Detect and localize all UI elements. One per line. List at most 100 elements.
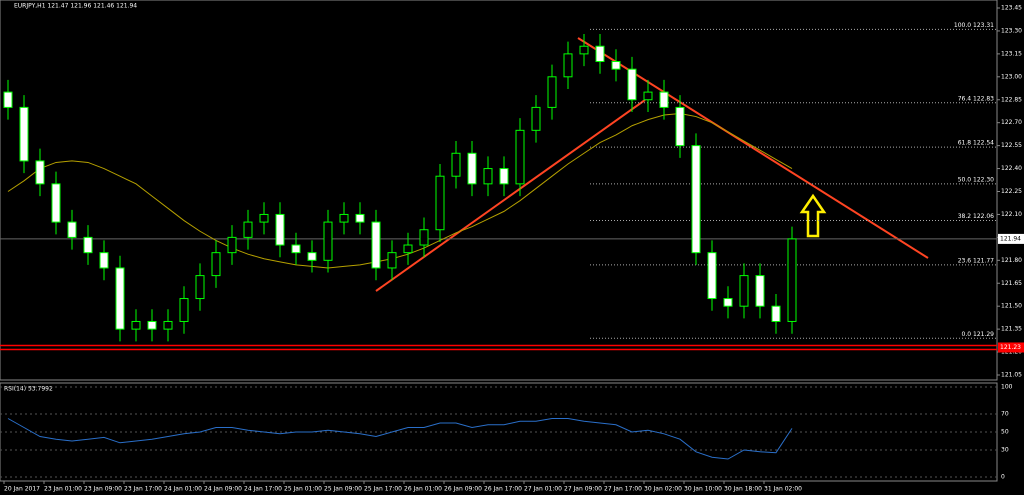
candle-body (51, 183, 61, 223)
candle-body (467, 152, 477, 185)
y-tick-label: 122.40 (1001, 165, 1022, 172)
fib-label: 50.0 122.30 (958, 176, 994, 183)
candle-body (291, 244, 301, 254)
fib-label: 61.8 122.54 (958, 140, 994, 147)
candle-body (675, 106, 685, 147)
candle-body (195, 275, 205, 300)
fib-label: 100.0 123.31 (954, 22, 994, 29)
candle-body (67, 221, 77, 238)
x-tick-label: 24 Jan 01:00 (164, 486, 202, 493)
y-tick-label: 123.00 (1001, 73, 1022, 80)
support-label: 121.23 (1000, 344, 1021, 351)
rsi-tick-label: 0 (1001, 474, 1005, 481)
support-box (998, 342, 1024, 353)
x-tick-label: 24 Jan 17:00 (244, 486, 282, 493)
x-tick-label: 23 Jan 01:00 (44, 486, 82, 493)
candle-body (259, 213, 269, 223)
rsi-panel (0, 382, 998, 482)
x-tick-label: 27 Jan 09:00 (564, 486, 602, 493)
fib-label: 0.0 121.29 (962, 331, 995, 338)
current-price-label: 121.94 (1000, 235, 1021, 242)
candle-body (579, 45, 589, 55)
candle-body (771, 305, 781, 322)
rsi-tick-label: 100 (1001, 384, 1013, 391)
x-tick-label: 23 Jan 09:00 (84, 486, 122, 493)
y-tick-label: 123.15 (1001, 50, 1022, 57)
y-tick-label: 122.10 (1001, 211, 1022, 218)
candle-body (19, 106, 29, 162)
candle-body (243, 221, 253, 238)
candle-body (595, 45, 605, 63)
candle-body (307, 252, 317, 261)
candle-body (547, 76, 557, 108)
main-panel (0, 0, 998, 381)
arrow (799, 193, 827, 238)
x-tick-label: 25 Jan 17:00 (364, 486, 402, 493)
x-tick-label: 20 Jan 2017 (4, 486, 40, 493)
candle-body (275, 213, 285, 246)
candle-body (531, 106, 541, 131)
x-tick-label: 30 Jan 10:00 (684, 486, 722, 493)
x-tick-label: 26 Jan 01:00 (404, 486, 442, 493)
y-tick-label: 122.25 (1001, 188, 1022, 195)
x-tick-label: 30 Jan 18:00 (724, 486, 762, 493)
x-tick-label: 27 Jan 01:00 (524, 486, 562, 493)
candle-body (371, 221, 381, 269)
candle-body (99, 252, 109, 269)
x-tick-label: 26 Jan 09:00 (444, 486, 482, 493)
candle-body (739, 275, 749, 307)
moving-average (7, 113, 793, 269)
fib-label: 76.4 122.83 (958, 95, 994, 102)
candle-body (643, 91, 653, 101)
candle-body (35, 160, 45, 185)
candle-body (787, 238, 797, 322)
candle-body (563, 53, 573, 78)
trend-line (375, 99, 646, 292)
chart-title: EURJPY,H1 121.47 121.96 121.46 121.94 (14, 3, 137, 10)
candle-body (627, 68, 637, 101)
x-tick-label: 24 Jan 09:00 (204, 486, 242, 493)
candle-body (179, 298, 189, 322)
candle-body (659, 91, 669, 108)
candle-body (755, 275, 765, 307)
x-tick-label: 26 Jan 17:00 (484, 486, 522, 493)
candle-body (3, 91, 13, 108)
rsi-tick-label: 30 (1001, 447, 1009, 454)
y-tick-label: 123.30 (1001, 27, 1022, 34)
candle-body (211, 252, 221, 277)
fib-label: 23.6 121.77 (958, 257, 994, 264)
y-tick-label: 121.50 (1001, 303, 1022, 310)
candle-body (83, 236, 93, 254)
candle-body (483, 168, 493, 185)
candle-body (355, 213, 365, 223)
y-tick-label: 121.35 (1001, 326, 1022, 333)
rsi-label: RSI(14) 53.7992 (4, 386, 53, 393)
candle-body (691, 145, 701, 254)
candle-body (451, 152, 461, 177)
candle-body (131, 320, 141, 330)
candle-body (611, 61, 621, 70)
candle-body (515, 129, 525, 185)
candle-body (435, 175, 445, 231)
x-tick-label: 23 Jan 17:00 (124, 486, 162, 493)
x-tick-label: 25 Jan 01:00 (284, 486, 322, 493)
candle-body (339, 213, 349, 223)
candle-body (387, 252, 397, 269)
x-tick-label: 30 Jan 02:00 (644, 486, 682, 493)
candle-body (115, 267, 125, 330)
candle-body (163, 320, 173, 330)
rsi-tick-label: 70 (1001, 411, 1009, 418)
candle-body (403, 244, 413, 254)
y-tick-label: 121.65 (1001, 280, 1022, 287)
y-tick-label: 122.85 (1001, 96, 1022, 103)
y-tick-label: 121.05 (1001, 372, 1022, 379)
x-tick-label: 31 Jan 02:00 (764, 486, 802, 493)
candle-body (723, 298, 733, 307)
rsi-tick-label: 50 (1001, 429, 1009, 436)
x-tick-label: 25 Jan 09:00 (324, 486, 362, 493)
y-tick-label: 121.80 (1001, 257, 1022, 264)
y-tick-label: 123.45 (1001, 5, 1022, 12)
candle-body (323, 221, 333, 261)
rsi-line (7, 418, 793, 460)
